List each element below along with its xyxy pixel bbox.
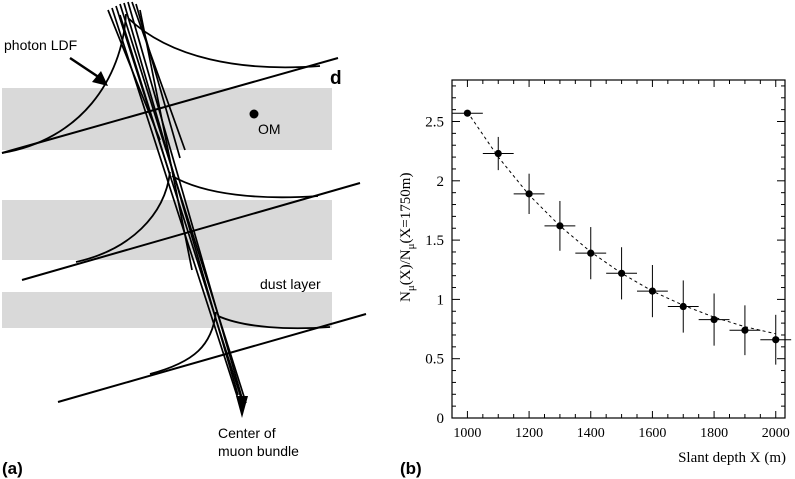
y-tick-label: 2 [437, 174, 445, 190]
data-point [482, 136, 514, 171]
photon-ldf-curve-right-2 [171, 175, 319, 199]
y-tick-label: 1.5 [425, 233, 444, 249]
panel-a-label: (a) [2, 459, 23, 478]
data-marker [525, 190, 533, 198]
y-tick-label: 1 [437, 292, 445, 308]
d-label: d [330, 68, 342, 89]
data-marker [587, 249, 595, 257]
y-tick-label: 2.5 [425, 115, 444, 131]
data-point [452, 109, 483, 117]
photon-ldf-curve-right-3 [217, 315, 331, 330]
dust-band-lower [2, 292, 332, 328]
dust-band-middle [2, 200, 332, 260]
data-marker [710, 315, 718, 324]
x-tick-label: 1400 [577, 426, 605, 441]
y-tick-label: 0 [437, 411, 445, 427]
data-point [575, 227, 607, 280]
x-tick-label: 1000 [453, 426, 481, 441]
photon-ldf-curve-right-1 [127, 17, 321, 69]
fit-curve-dashed [466, 111, 776, 335]
axis-ticks [452, 80, 785, 419]
x-tick-label: 1200 [515, 426, 543, 441]
data-marker [617, 269, 626, 277]
x-axis-label: Slant depth X (m) [678, 450, 786, 466]
panel-b-chart: 1000 1200 1400 1600 1800 2000 0 0.5 1 1.5 2 2.5 Sla… [398, 79, 792, 478]
y-tick-label: 0.5 [425, 352, 444, 368]
data-point [544, 200, 576, 251]
data-marker [556, 222, 564, 230]
data-point [729, 305, 761, 356]
data-marker [463, 109, 472, 117]
photon-ldf-arrow-shaft [69, 56, 101, 80]
data-point [760, 314, 792, 365]
x-tick-label: 1600 [638, 426, 666, 441]
data-marker [772, 336, 780, 344]
data-marker [648, 287, 657, 295]
data-marker [679, 302, 687, 311]
data-marker [741, 326, 749, 334]
y-axis-label: Nμ(X)/Nμ(X=1750m) [398, 173, 417, 302]
om-label: OM [258, 121, 281, 137]
photon-ldf-label: photon LDF [4, 37, 77, 53]
data-point [698, 293, 730, 346]
center-label-line2: muon bundle [218, 443, 299, 459]
shower-front-line-1 [1, 57, 339, 154]
photon-ldf-curve-left-3 [149, 311, 217, 375]
data-point [667, 280, 699, 333]
muon-bundle [107, 1, 247, 406]
data-point [606, 247, 637, 300]
om-dot [249, 109, 259, 119]
x-tick-label: 1800 [700, 426, 728, 441]
data-point [513, 173, 545, 215]
data-marker [494, 149, 502, 158]
plot-frame [451, 79, 786, 419]
photon-ldf-arrow-head [92, 71, 108, 86]
panel-b-label: (b) [400, 459, 422, 478]
photon-ldf-curve-left-2 [75, 171, 171, 263]
data-point [637, 265, 668, 318]
x-tick-label: 2000 [762, 426, 790, 441]
muon-bundle-arrowhead [236, 396, 248, 418]
center-label-line1: Center of [218, 425, 276, 441]
panel-a-diagram: photon LDF d OM dust layer Center of muo… [1, 1, 367, 478]
photon-ldf-curve-left-1 [1, 13, 127, 154]
dust-layer-label: dust layer [260, 276, 321, 292]
